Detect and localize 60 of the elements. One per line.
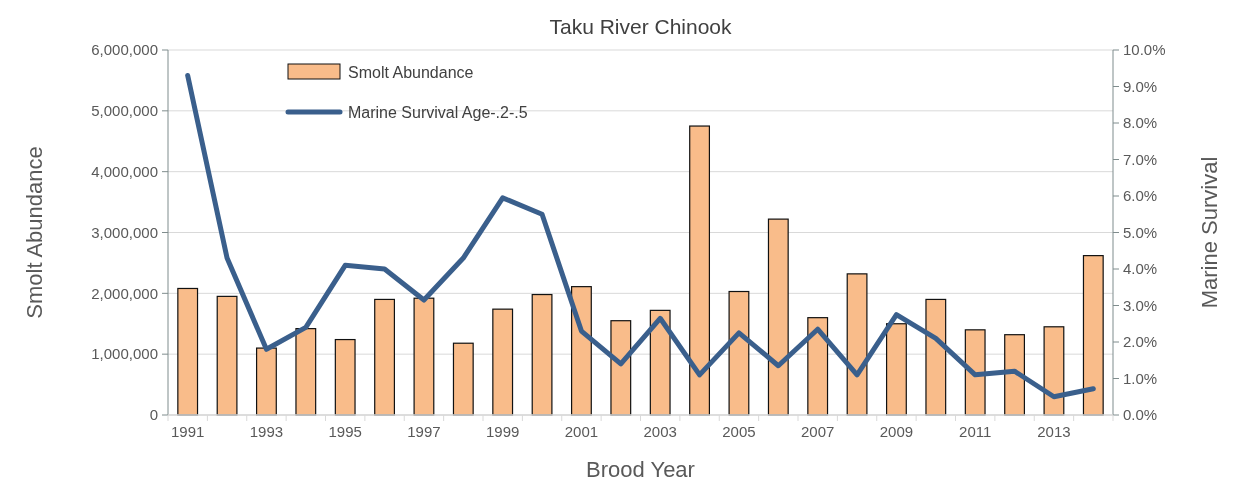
bar <box>964 329 986 416</box>
bar <box>925 298 947 416</box>
bar <box>807 317 829 416</box>
bar <box>1004 334 1026 416</box>
bar <box>374 298 396 416</box>
y-axis-title: Smolt Abundance <box>22 146 47 319</box>
bar <box>885 323 907 416</box>
bar <box>1082 255 1104 416</box>
y2-tick-label: 10.0% <box>1123 41 1166 59</box>
bar <box>846 273 868 416</box>
y-tick-label: 1,000,000 <box>91 345 158 363</box>
y2-tick-label: 2.0% <box>1123 333 1158 351</box>
y2-tick-label: 3.0% <box>1123 296 1158 314</box>
bar <box>1043 326 1065 416</box>
bar <box>295 328 317 416</box>
y2-tick-label: 4.0% <box>1123 260 1158 278</box>
x-tick-label: 2013 <box>1037 423 1071 440</box>
y-tick-label: 2,000,000 <box>91 284 158 302</box>
y2-axis-title: Marine Survival <box>1197 156 1222 309</box>
y2-tick-label: 9.0% <box>1123 77 1158 95</box>
x-axis-title: Brood Year <box>586 457 695 482</box>
bar <box>728 290 750 416</box>
x-tick-label: 1999 <box>486 423 520 440</box>
y2-tick-label: 1.0% <box>1123 369 1158 387</box>
bar <box>334 338 356 416</box>
bar <box>767 218 789 416</box>
bar <box>531 293 553 416</box>
bar <box>492 308 514 416</box>
y-tick-label: 4,000,000 <box>91 162 158 180</box>
bar <box>689 125 711 416</box>
chart-title: Taku River Chinook <box>549 15 733 38</box>
x-tick-label: 1997 <box>407 423 441 440</box>
y2-tick-label: 6.0% <box>1123 187 1158 205</box>
y-tick-label: 0 <box>149 406 158 424</box>
y2-tick-label: 8.0% <box>1123 114 1158 132</box>
bar <box>610 320 632 416</box>
bar <box>649 309 671 416</box>
x-tick-label: 1993 <box>249 423 284 440</box>
y-tick-label: 6,000,000 <box>91 41 158 59</box>
legend-label: Smolt Abundance <box>348 63 474 81</box>
x-tick-label: 1995 <box>328 423 362 440</box>
legend-label: Marine Survival Age-.2-.5 <box>348 103 528 121</box>
y-tick-label: 3,000,000 <box>91 223 158 241</box>
x-tick-label: 2005 <box>722 423 756 440</box>
bar <box>452 342 474 416</box>
y-tick-label: 5,000,000 <box>91 102 158 120</box>
x-tick-label: 2011 <box>959 423 992 440</box>
bar <box>216 295 238 416</box>
bar <box>570 286 592 416</box>
x-tick-label: 2009 <box>879 423 914 440</box>
bar <box>255 347 277 416</box>
y2-tick-label: 5.0% <box>1123 223 1158 241</box>
x-tick-label: 2007 <box>801 423 835 440</box>
x-tick-label: 2003 <box>643 423 677 440</box>
x-tick-label: 1991 <box>171 423 205 440</box>
y2-tick-label: 0.0% <box>1123 406 1158 424</box>
y2-tick-label: 7.0% <box>1123 150 1158 168</box>
bar <box>177 287 199 416</box>
x-tick-label: 2001 <box>564 423 599 440</box>
bar <box>413 297 435 416</box>
